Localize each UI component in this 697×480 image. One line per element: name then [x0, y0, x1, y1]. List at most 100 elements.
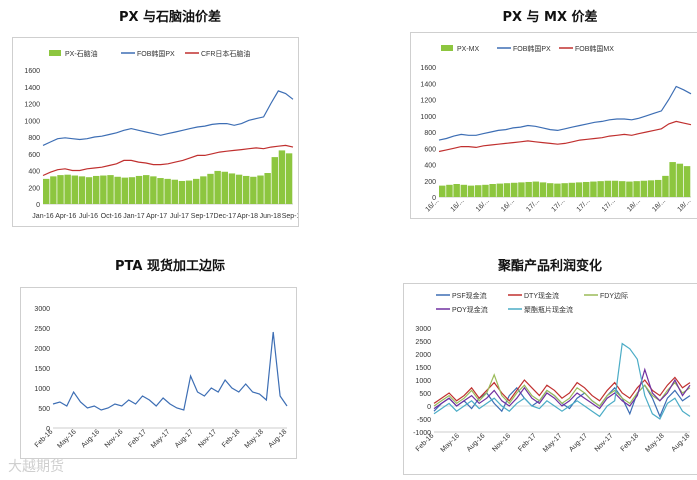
bar [214, 170, 221, 204]
bar [121, 177, 128, 204]
chart-1-title: PX 与石脑油价差 [118, 10, 222, 25]
bar [185, 180, 193, 204]
y-tick-label: 1000 [415, 378, 431, 385]
y-tick-label: 0 [46, 426, 50, 433]
x-tick-label: 17/... [525, 197, 541, 213]
bar [453, 184, 460, 197]
y-tick-label: 1000 [420, 114, 436, 121]
chart-2-title: PX 与 MX 价差 [502, 10, 598, 25]
series-line [52, 331, 288, 411]
x-tick-label: Nov-16 [104, 428, 125, 449]
x-tick-label: Feb-16 [34, 428, 55, 449]
bar [503, 183, 511, 197]
bar [78, 176, 86, 204]
x-tick-label: Feb-18 [620, 432, 641, 453]
x-tick-label: Apr-16 [55, 213, 76, 220]
y-tick-label: -1000 [413, 430, 431, 437]
x-tick-label: May-16 [56, 428, 78, 450]
bar [547, 183, 554, 197]
legend-label: PSF现金流 [452, 291, 487, 300]
chart-3-title: PTA 现货加工边际 [115, 259, 225, 274]
bar [135, 175, 143, 204]
x-tick-label: 16/... [500, 197, 516, 213]
bar [446, 184, 453, 197]
bar [439, 185, 446, 197]
chart-1-panel: 0 200 400 600 800 1000 1200 1400 1600 Jan-16 Apr-1… [12, 37, 304, 227]
bar [626, 181, 633, 197]
bar [50, 176, 57, 204]
y-tick-label: 600 [28, 152, 40, 159]
bar [475, 185, 482, 197]
bar [71, 175, 78, 204]
series-line [42, 90, 294, 146]
bar [271, 157, 278, 204]
x-tick-label: Nov-17 [594, 432, 615, 453]
bar [655, 179, 662, 197]
x-tick-label: Oct-16 [101, 213, 122, 220]
bar [460, 184, 468, 197]
bar [619, 181, 626, 197]
x-tick-label: Nov-16 [491, 432, 512, 453]
x-tick-label: 17/... [601, 197, 617, 213]
y-tick-label: 500 [419, 391, 431, 398]
bar [143, 175, 150, 204]
bar [278, 150, 286, 204]
legend-label: POY现金流 [452, 305, 488, 314]
legend-label: FOB韩国MX [575, 44, 614, 53]
x-tick-label: Sep-17 [191, 213, 214, 220]
legend-swatch [441, 45, 453, 51]
y-tick-label: 200 [28, 185, 40, 192]
bar [264, 173, 271, 204]
legend-label: DTY现金流 [524, 291, 559, 300]
x-tick-label: Aug-18 [267, 428, 288, 449]
series-line [438, 85, 692, 141]
legend-label: CFR日本石脑油 [201, 49, 250, 58]
watermark: 大越期货 [8, 459, 64, 475]
bar [43, 178, 50, 204]
legend-label: FOB韩国PX [137, 49, 175, 58]
y-tick-label: 2500 [34, 326, 50, 333]
series-line [42, 144, 294, 177]
bar [100, 175, 107, 204]
series-line [433, 342, 691, 420]
y-tick-label: 1200 [420, 98, 436, 105]
x-tick-label: May-16 [440, 432, 462, 454]
bar [107, 175, 114, 204]
x-tick-label: 16/... [450, 197, 466, 213]
series-line [433, 376, 691, 404]
y-tick-label: 0 [427, 404, 431, 411]
x-tick-label: 18/... [626, 197, 642, 213]
x-tick-label: May-17 [542, 432, 564, 454]
x-tick-label: Aug-16 [80, 428, 101, 449]
bar [611, 180, 619, 197]
y-tick-label: 1000 [24, 118, 40, 125]
y-tick-label: -500 [417, 417, 431, 424]
y-tick-label: 1400 [24, 85, 40, 92]
bar [157, 178, 164, 204]
legend-label: FOB韩国PX [513, 44, 551, 53]
bar [85, 177, 93, 204]
y-tick-label: 1500 [415, 365, 431, 372]
x-tick-label: Nov-17 [197, 428, 218, 449]
x-tick-label: 18/... [651, 197, 667, 213]
x-tick-label: Feb-17 [517, 432, 538, 453]
bar [683, 166, 691, 197]
y-tick-label: 200 [424, 179, 436, 186]
legend-label: FDY边际 [600, 291, 628, 300]
bar [64, 174, 71, 204]
chart-4-title: 聚酯产品利润变化 [497, 259, 602, 274]
chart-4-panel: -1000 -500 0 500 1000 1500 2000 2500 3000 Feb-16 M… [403, 283, 697, 475]
bar [482, 184, 489, 197]
bar [228, 173, 236, 204]
series-line [433, 367, 691, 410]
bar [93, 175, 100, 204]
bar [561, 183, 568, 197]
bar [243, 175, 250, 204]
x-tick-label: Aug-17 [174, 428, 195, 449]
bar [604, 180, 612, 197]
y-tick-label: 3000 [415, 326, 431, 333]
x-tick-label: Aug-16 [466, 432, 487, 453]
y-tick-label: 0 [36, 202, 40, 209]
bar [128, 177, 136, 204]
